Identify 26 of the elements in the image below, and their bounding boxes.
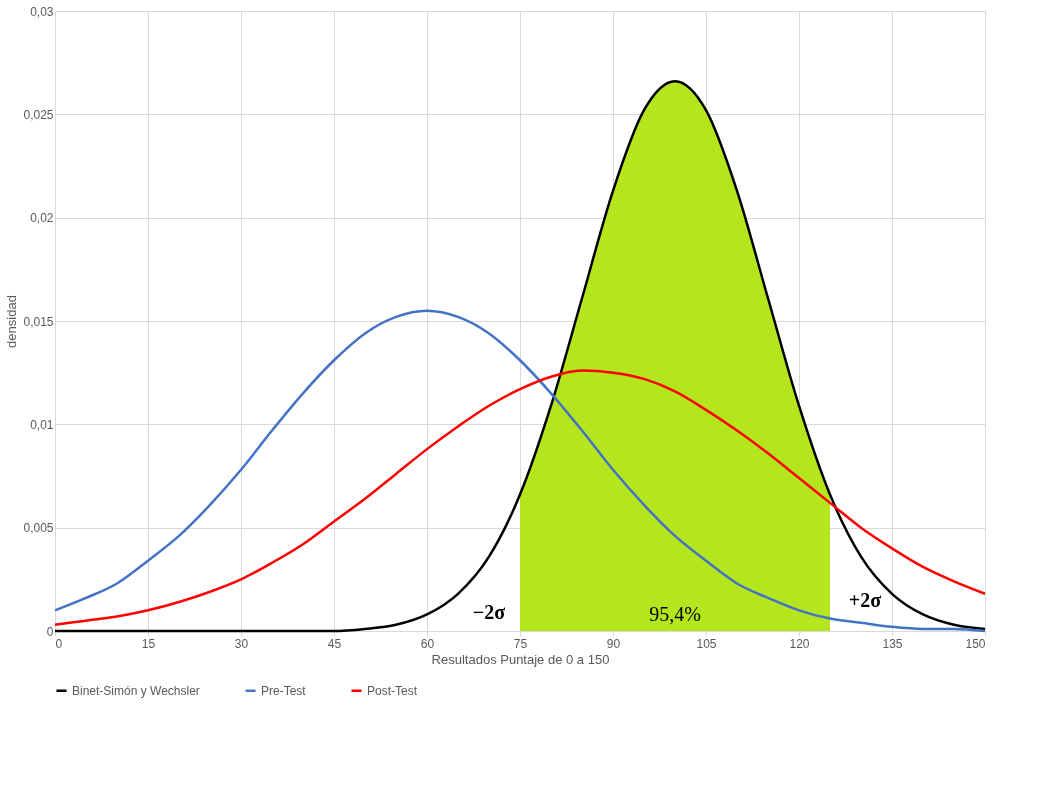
x-axis-title: Resultados Puntaje de 0 a 150 xyxy=(431,651,610,667)
x-tick-label: 30 xyxy=(234,636,249,651)
y-tick-label: 0,005 xyxy=(23,521,54,536)
x-tick-label: 45 xyxy=(327,636,342,651)
legend-label: Post-Test xyxy=(367,683,418,698)
y-axis-title: densidad xyxy=(4,295,20,348)
legend-label: Binet-Simón y Wechsler xyxy=(72,683,200,698)
y-tick-label: 0,015 xyxy=(23,314,54,329)
x-tick-label: 90 xyxy=(606,636,621,651)
y-tick-label: 0,03 xyxy=(30,4,54,19)
legend-label: Pre-Test xyxy=(261,683,307,698)
x-tick-label: 150 xyxy=(965,636,986,651)
annotation: 95,4% xyxy=(649,603,701,625)
line-series xyxy=(53,369,987,627)
y-tick-label: 0 xyxy=(46,624,54,639)
x-tick-label: 75 xyxy=(513,636,528,651)
x-tick-label: 135 xyxy=(882,636,903,651)
annotation: −2σ xyxy=(472,601,506,623)
x-tick-label: 105 xyxy=(696,636,717,651)
x-tick-label: 120 xyxy=(789,636,810,651)
y-tick-label: 0,025 xyxy=(23,107,54,122)
annotation: +2σ xyxy=(848,589,882,611)
x-tick-label: 60 xyxy=(420,636,435,651)
y-tick-label: 0,02 xyxy=(30,211,54,226)
x-tick-label: 15 xyxy=(141,636,156,651)
y-tick-label: 0,01 xyxy=(30,417,54,432)
